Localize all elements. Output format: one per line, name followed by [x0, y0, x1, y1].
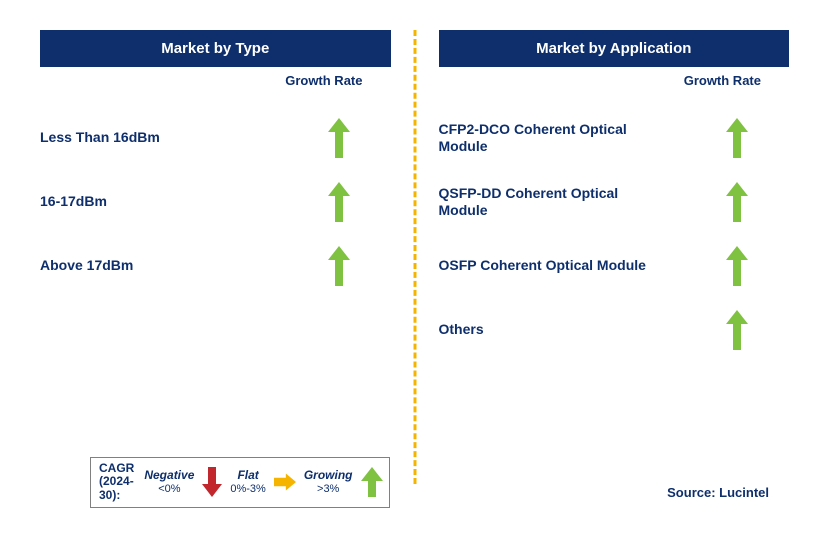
application-row: OSFP Coherent Optical Module	[439, 234, 790, 298]
vertical-divider	[413, 30, 416, 484]
rows-application: CFP2-DCO Coherent Optical Module QSFP-DD…	[439, 106, 790, 362]
arrow-up-icon	[726, 310, 748, 350]
arrow-up-icon	[328, 118, 350, 158]
legend-item: Growing>3%	[304, 469, 353, 495]
growth-arrow	[713, 118, 761, 158]
legend-item-label: Negative	[144, 469, 194, 483]
legend-arrow-icon	[274, 472, 296, 492]
growth-arrow	[315, 118, 363, 158]
row-label: 16-17dBm	[40, 193, 107, 211]
row-label: Less Than 16dBm	[40, 129, 160, 147]
legend-item-range: <0%	[158, 483, 180, 496]
arrow-up-icon	[328, 246, 350, 286]
column-header-growth-left: Growth Rate	[40, 73, 391, 88]
arrow-right-icon	[274, 472, 296, 492]
column-header-growth-right: Growth Rate	[439, 73, 790, 88]
legend-item: Flat0%-3%	[230, 469, 265, 495]
legend-arrow-icon	[202, 467, 222, 497]
arrow-up-icon	[328, 182, 350, 222]
arrow-up-icon	[726, 182, 748, 222]
legend-item-range: 0%-3%	[230, 483, 265, 496]
growth-arrow	[315, 182, 363, 222]
type-row: Less Than 16dBm	[40, 106, 391, 170]
legend-lead-line1: CAGR	[99, 462, 134, 476]
row-label: CFP2-DCO Coherent Optical Module	[439, 121, 659, 156]
legend-item-label: Flat	[237, 469, 258, 483]
legend-lead: CAGR (2024-30):	[99, 462, 134, 503]
legend-item-label: Growing	[304, 469, 353, 483]
growth-arrow	[315, 246, 363, 286]
type-row: 16-17dBm	[40, 170, 391, 234]
row-label: Others	[439, 321, 484, 339]
legend-arrow-icon	[361, 467, 383, 497]
arrow-up-icon	[726, 118, 748, 158]
type-row: Above 17dBm	[40, 234, 391, 298]
application-row: QSFP-DD Coherent Optical Module	[439, 170, 790, 234]
application-row: Others	[439, 298, 790, 362]
arrow-up-icon	[361, 467, 383, 497]
legend-item: Negative<0%	[144, 469, 194, 495]
growth-arrow	[713, 246, 761, 286]
source-attribution: Source: Lucintel	[667, 485, 769, 500]
header-application: Market by Application	[439, 30, 790, 67]
arrow-up-icon	[726, 246, 748, 286]
legend-item-range: >3%	[317, 483, 339, 496]
panel-market-by-application: Market by Application Growth Rate CFP2-D…	[415, 30, 790, 534]
header-type: Market by Type	[40, 30, 391, 67]
cagr-legend: CAGR (2024-30): Negative<0% Flat0%-3% Gr…	[90, 457, 390, 508]
row-label: QSFP-DD Coherent Optical Module	[439, 185, 659, 220]
application-row: CFP2-DCO Coherent Optical Module	[439, 106, 790, 170]
growth-arrow	[713, 182, 761, 222]
growth-arrow	[713, 310, 761, 350]
rows-type: Less Than 16dBm 16-17dBm Above 17dBm	[40, 106, 391, 298]
arrow-down-icon	[202, 467, 222, 497]
row-label: OSFP Coherent Optical Module	[439, 257, 646, 275]
row-label: Above 17dBm	[40, 257, 133, 275]
legend-lead-line2: (2024-30):	[99, 475, 134, 503]
